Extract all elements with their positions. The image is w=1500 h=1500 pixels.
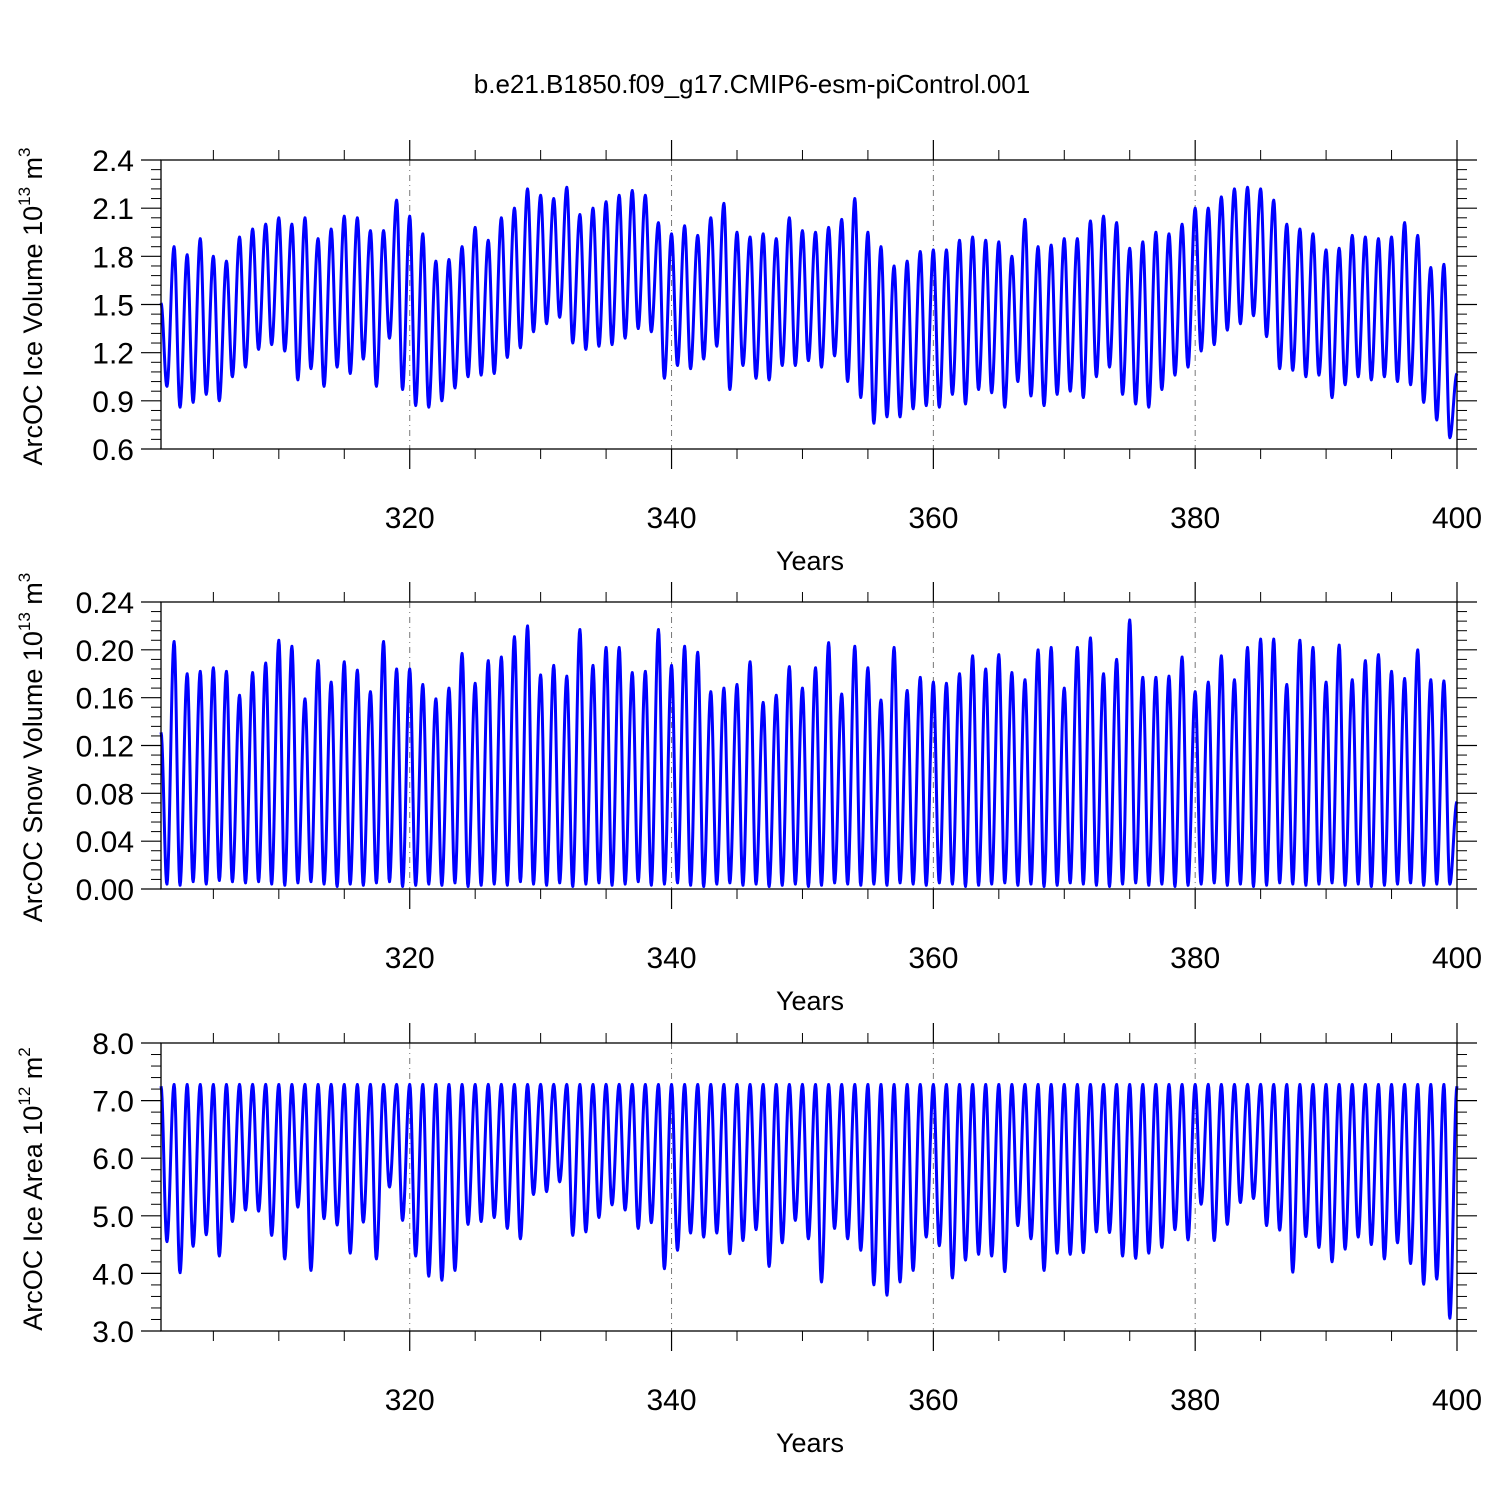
y-label-unit-exponent: 3: [15, 573, 34, 582]
x-tick-label: 360: [908, 502, 958, 535]
y-axis-label: ArcOC Ice Area 1012 m2: [15, 1047, 48, 1331]
chart-title: b.e21.B1850.f09_g17.CMIP6-esm-piControl.…: [474, 69, 1030, 99]
y-tick-label: 5.0: [92, 1201, 134, 1234]
y-label-unit: m: [18, 157, 48, 187]
data-line: [159, 185, 1459, 440]
x-axis-label: Years: [776, 546, 844, 576]
y-tick-label: 1.2: [92, 338, 134, 371]
y-label-main: ArcOC Ice Volume 10: [18, 206, 48, 466]
x-tick-label: 340: [647, 502, 697, 535]
panel-3: 3.0 4.0 5.0 6.0 7.0 8.0 320 340 360 380 400 Years Ar…: [15, 1023, 1482, 1458]
y-tick-label: 0.08: [76, 778, 134, 811]
x-tick-label: 380: [1170, 502, 1220, 535]
y-tick-label: 0.20: [76, 635, 134, 668]
y-label-main: ArcOC Ice Area 10: [18, 1106, 48, 1331]
y-tick-label: 2.1: [92, 193, 134, 226]
x-tick-label: 320: [385, 942, 435, 975]
y-label-main: ArcOC Snow Volume 10: [18, 631, 48, 922]
y-tick-label: 2.4: [92, 145, 134, 178]
y-tick-label: 0.12: [76, 731, 134, 764]
y-tick-label: 3.0: [92, 1316, 134, 1349]
x-tick-label: 340: [647, 942, 697, 975]
y-label-exponent: 13: [15, 612, 34, 631]
x-tick-label: 380: [1170, 942, 1220, 975]
x-axis-label: Years: [776, 986, 844, 1016]
y-axis-label: ArcOC Ice Volume 1013 m3: [15, 147, 48, 465]
y-label-exponent: 12: [15, 1087, 34, 1106]
panel-2: 0.00 0.04 0.08 0.12 0.16 0.20 0.24 320 340 360 380…: [15, 573, 1482, 1016]
y-label-unit-exponent: 2: [15, 1047, 34, 1056]
y-axis-label: ArcOC Snow Volume 1013 m3: [15, 573, 48, 923]
y-label-unit-exponent: 3: [15, 147, 34, 156]
y-tick-label: 7.0: [92, 1086, 134, 1119]
x-tick-label: 360: [908, 942, 958, 975]
x-tick-label: 340: [647, 1384, 697, 1417]
y-label-unit: m: [18, 1057, 48, 1087]
x-tick-label: 400: [1432, 1384, 1482, 1417]
y-tick-label: 6.0: [92, 1143, 134, 1176]
x-tick-label: 320: [385, 1384, 435, 1417]
x-tick-label: 400: [1432, 502, 1482, 535]
y-tick-label: 0.00: [76, 874, 134, 907]
y-tick-label: 1.8: [92, 241, 134, 274]
plot-frame: [160, 1042, 1458, 1332]
x-tick-label: 320: [385, 502, 435, 535]
y-tick-label: 4.0: [92, 1258, 134, 1291]
y-tick-label: 0.24: [76, 587, 134, 620]
y-tick-label: 8.0: [92, 1028, 134, 1061]
y-label-exponent: 13: [15, 187, 34, 206]
x-tick-label: 400: [1432, 942, 1482, 975]
x-tick-label: 380: [1170, 1384, 1220, 1417]
y-label-unit: m: [18, 582, 48, 612]
y-tick-label: 1.5: [92, 290, 134, 323]
y-tick-label: 0.9: [92, 386, 134, 419]
x-tick-label: 360: [908, 1384, 958, 1417]
y-tick-label: 0.6: [92, 434, 134, 467]
y-tick-label: 0.04: [76, 826, 134, 859]
data-line: [159, 618, 1459, 888]
x-axis-label: Years: [776, 1428, 844, 1458]
panel-1: 0.6 0.9 1.2 1.5 1.8 2.1 2.4 320 340 360 380 400 Year…: [15, 140, 1482, 576]
y-tick-label: 0.16: [76, 683, 134, 716]
data-line: [159, 1082, 1459, 1320]
